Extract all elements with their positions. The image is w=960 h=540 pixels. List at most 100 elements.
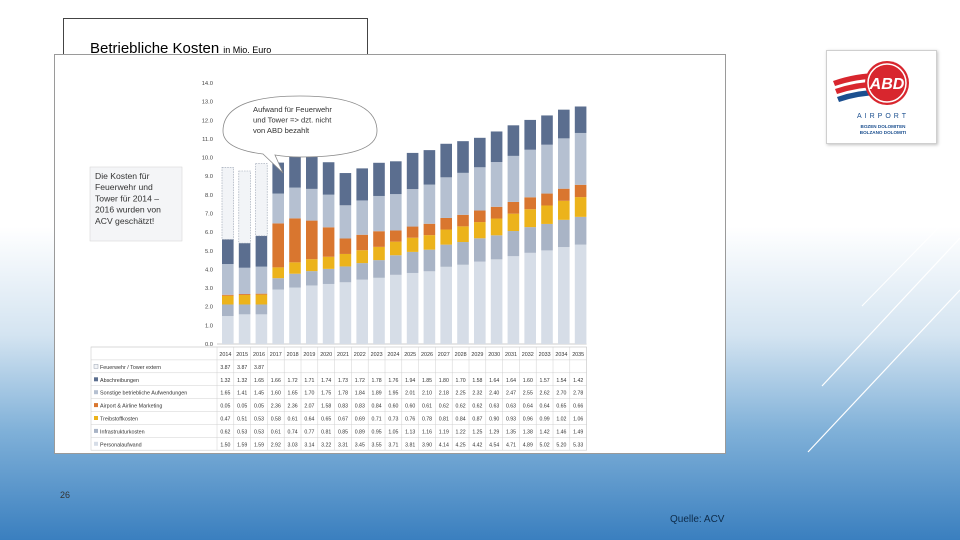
- table-cell: 0.05: [237, 404, 247, 410]
- bar-segment: [423, 271, 436, 344]
- y-tick-label: 4.0: [205, 267, 213, 273]
- table-cell: 3.14: [304, 442, 314, 448]
- table-cell: 1.19: [439, 429, 449, 435]
- table-cell: 1.59: [254, 442, 264, 448]
- bar-segment: [390, 230, 402, 242]
- bar-segment: [255, 314, 268, 344]
- bar-segment: [574, 184, 587, 198]
- logo-brand: ABD: [869, 76, 905, 93]
- x-tick-label: 2028: [455, 352, 467, 358]
- bar-segment: [356, 234, 368, 251]
- table-cell: 0.83: [338, 404, 348, 410]
- table-cell: 3.90: [422, 442, 432, 448]
- bar-segment: [440, 143, 452, 178]
- legend-label: Sonstige betriebliche Aufwendungen: [100, 391, 187, 397]
- legend-label: Feuerwehr / Tower extern: [100, 365, 161, 371]
- bar-segment: [524, 197, 536, 210]
- y-tick-label: 12.0: [202, 118, 213, 124]
- bar-segment: [272, 162, 284, 194]
- bar-segment: [306, 220, 318, 260]
- bar-segment: [574, 132, 587, 185]
- table-cell: 1.72: [355, 378, 365, 384]
- bar-segment: [558, 188, 570, 201]
- y-tick-label: 13.0: [202, 100, 213, 106]
- note-text-line: 2016 wurden von: [95, 205, 161, 215]
- bar-segment: [490, 218, 503, 236]
- x-tick-label: 2018: [287, 352, 299, 358]
- table-cell: 0.58: [271, 417, 281, 423]
- bar-segment: [457, 141, 469, 173]
- bar-segment: [507, 213, 520, 232]
- table-cell: 1.64: [489, 378, 499, 384]
- bar-segment: [339, 253, 352, 267]
- table-cell: 1.58: [321, 404, 331, 410]
- table-cell: 0.61: [271, 429, 281, 435]
- bar-segment: [322, 268, 335, 284]
- annotation-text-line: von ABD bezahlt: [253, 126, 310, 135]
- bar-segment: [222, 316, 234, 344]
- bar-segment: [373, 195, 385, 232]
- airport-logo: ABD AIRPORT BOZEN DOLOMITEN BOLZANO DOLO…: [826, 50, 937, 144]
- table-cell: 1.80: [439, 378, 449, 384]
- bar-segment: [339, 173, 352, 206]
- bar-segment: [222, 239, 234, 265]
- bar-segment: [306, 259, 318, 272]
- table-cell: 1.78: [338, 391, 348, 397]
- bar-segment: [390, 255, 402, 275]
- bar-segment: [289, 262, 301, 274]
- table-cell: 0.73: [388, 417, 398, 423]
- y-tick-label: 6.0: [205, 230, 213, 236]
- bar-segment: [423, 235, 436, 250]
- table-cell: 3.31: [338, 442, 348, 448]
- table-cell: 0.99: [540, 417, 550, 423]
- table-cell: 1.73: [338, 378, 348, 384]
- bar-segment: [306, 285, 318, 344]
- x-tick-label: 2017: [270, 352, 282, 358]
- bar-segment: [524, 119, 536, 150]
- bar-segment: [238, 170, 251, 244]
- bar-segment: [574, 197, 587, 217]
- bar-segment: [289, 287, 301, 344]
- bar-segment: [406, 251, 419, 273]
- bar-segment: [390, 241, 402, 256]
- table-cell: 2.36: [288, 404, 298, 410]
- bar-segment: [507, 155, 520, 202]
- bar-segment: [406, 237, 419, 252]
- bar-segment: [440, 217, 452, 230]
- table-cell: 1.65: [254, 378, 264, 384]
- bar-segment: [373, 246, 385, 261]
- x-tick-label: 2031: [505, 352, 517, 358]
- bar-segment: [255, 304, 268, 315]
- x-tick-label: 2015: [236, 352, 248, 358]
- table-cell: 0.84: [456, 417, 466, 423]
- table-cell: 0.96: [523, 417, 533, 423]
- bar-segment: [289, 273, 301, 288]
- stacked-bar-chart: 0.0 1.0 2.0 3.0 4.0 5.0 6.0 7.0 8.0 9.0 10.0 11.0 12…: [89, 81, 587, 451]
- table-cell: 0.78: [422, 417, 432, 423]
- table-cell: 0.53: [237, 429, 247, 435]
- table-cell: 1.65: [288, 391, 298, 397]
- table-cell: 2.78: [573, 391, 583, 397]
- bar-segment: [373, 260, 385, 278]
- x-tick-label: 2021: [337, 352, 349, 358]
- table-cell: 0.51: [237, 417, 247, 423]
- bar-segment: [356, 168, 368, 201]
- bar-segment: [440, 244, 452, 267]
- legend-swatch: [94, 403, 98, 408]
- x-tick-label: 2035: [572, 352, 584, 358]
- bar-segment: [222, 295, 234, 305]
- legend-label: Infrastrukturkosten: [100, 429, 145, 435]
- note-text-line: Feuerwehr und: [95, 182, 153, 192]
- table-cell: 5.33: [573, 442, 583, 448]
- bar-segment: [474, 167, 486, 211]
- bar-segment: [524, 149, 536, 198]
- table-cell: 1.71: [304, 378, 314, 384]
- table-cell: 3.03: [288, 442, 298, 448]
- bar-segment: [490, 131, 503, 163]
- table-cell: 2.01: [405, 391, 415, 397]
- table-cell: 0.83: [355, 404, 365, 410]
- table-cell: 1.75: [321, 391, 331, 397]
- table-cell: 1.76: [388, 378, 398, 384]
- bar-segment: [272, 289, 284, 344]
- table-cell: 0.65: [321, 417, 331, 423]
